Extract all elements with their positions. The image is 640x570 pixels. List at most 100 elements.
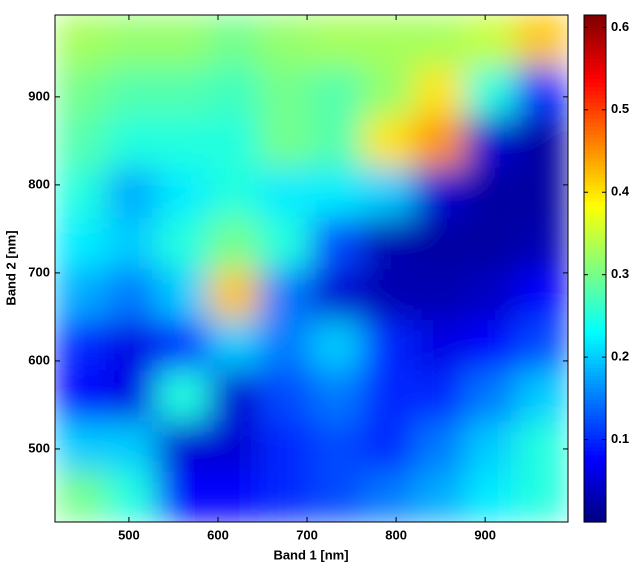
heatmap-cell [259, 115, 312, 168]
heatmap-cell [465, 15, 517, 67]
heatmap-cell [55, 166, 108, 218]
heatmap-cell [311, 470, 364, 522]
colorbar-swatch [584, 490, 606, 495]
heatmap-cell [208, 420, 261, 472]
heatmap-cell [208, 268, 261, 321]
colorbar-swatch [584, 518, 606, 523]
heatmap-cell [465, 216, 517, 269]
heatmap-cells [55, 15, 568, 522]
colorbar-swatch [584, 343, 606, 349]
colorbar-swatch [584, 34, 606, 40]
heatmap-cell [362, 369, 415, 422]
heatmap-cell [515, 268, 568, 321]
colorbar-swatch [584, 331, 606, 337]
heatmap-cell [515, 216, 568, 269]
heatmap-cell [55, 115, 108, 168]
colorbar-swatch [584, 379, 606, 384]
y-tick-label: 700 [28, 264, 50, 279]
heatmap-cell [515, 319, 568, 371]
colorbar-swatch [584, 18, 606, 24]
heatmap-cell [413, 166, 467, 218]
heatmap-cell [55, 319, 108, 371]
colorbar-swatch [584, 482, 606, 487]
plot-frame [54, 14, 569, 523]
heatmap-cell [106, 166, 158, 218]
colorbar-swatch [584, 312, 606, 317]
heatmap-cell [208, 115, 261, 168]
heatmap-cell [413, 420, 467, 472]
heatmap-cell [413, 470, 467, 522]
colorbar-swatch [584, 201, 606, 206]
heatmap-cell [311, 115, 364, 168]
heatmap-cell [106, 268, 158, 321]
colorbar-swatch [584, 220, 606, 226]
colorbar-swatch [584, 506, 606, 511]
colorbar-swatch [584, 339, 606, 345]
heatmap-cell [156, 420, 210, 472]
colorbar-swatch [584, 165, 606, 171]
heatmap-cell [311, 216, 364, 269]
heatmap-cell [208, 166, 261, 218]
heatmap-cell [465, 470, 517, 522]
heatmap-cell [208, 470, 261, 522]
heatmap-cell [515, 470, 568, 522]
colorbar-tick-label: 0.4 [611, 184, 630, 199]
heatmap-cell [55, 65, 108, 117]
heatmap-cell [55, 268, 108, 321]
heatmap-cell [311, 65, 364, 117]
colorbar-swatch [584, 38, 606, 44]
colorbar-swatch [584, 426, 606, 432]
colorbar-swatch [584, 240, 606, 246]
colorbar-swatch [584, 260, 606, 266]
colorbar-swatch [584, 422, 606, 428]
y-axis-label: Band 2 [nm] [3, 230, 18, 305]
colorbar-swatch [584, 217, 606, 222]
colorbar-swatch [584, 470, 606, 476]
colorbar-swatch [584, 371, 606, 377]
colorbar-swatch [584, 288, 606, 293]
colorbar-swatch [584, 209, 606, 214]
heatmap-cell [106, 216, 158, 269]
colorbar-swatch [584, 474, 606, 480]
colorbar-swatch [584, 157, 606, 163]
colorbar-swatch [584, 399, 606, 404]
heatmap-cell [106, 420, 158, 472]
colorbar-swatch [584, 236, 606, 242]
colorbar-swatch [584, 117, 606, 123]
heatmap-cell [55, 369, 108, 422]
colorbar-swatch [584, 121, 606, 127]
colorbar-swatch [584, 323, 606, 329]
colorbar-swatch [584, 173, 606, 178]
x-tick-label: 500 [118, 527, 140, 542]
heatmap-cell [465, 166, 517, 218]
colorbar-swatch [584, 391, 606, 396]
colorbar-swatch [584, 355, 606, 361]
colorbar-swatch [584, 125, 606, 131]
heatmap-cell [55, 15, 108, 67]
colorbar-swatch [584, 181, 606, 186]
heatmap-cell [106, 319, 158, 371]
colorbar-swatch [584, 458, 606, 464]
heatmap-cell [259, 268, 312, 321]
colorbar-swatch [584, 359, 606, 365]
colorbar-swatch [584, 264, 606, 270]
colorbar-swatch [584, 478, 606, 483]
colorbar-swatch [584, 347, 606, 353]
heatmap-cell [156, 319, 210, 371]
heatmap-cell [259, 65, 312, 117]
colorbar-swatch [584, 137, 606, 143]
heatmap-cell [465, 268, 517, 321]
heatmap-cell [362, 65, 415, 117]
heatmap-cell [413, 15, 467, 67]
heatmap-cell [259, 216, 312, 269]
colorbar-swatch [584, 296, 606, 301]
heatmap-cell [465, 369, 517, 422]
heatmap-cell [413, 216, 467, 269]
y-tick-label: 900 [28, 88, 50, 103]
heatmap-cell [362, 268, 415, 321]
heatmap-cell [311, 319, 364, 371]
heatmap-cell [156, 369, 210, 422]
x-tick-label: 800 [385, 527, 407, 542]
heatmap-cell [259, 319, 312, 371]
colorbar-swatch [584, 50, 606, 56]
